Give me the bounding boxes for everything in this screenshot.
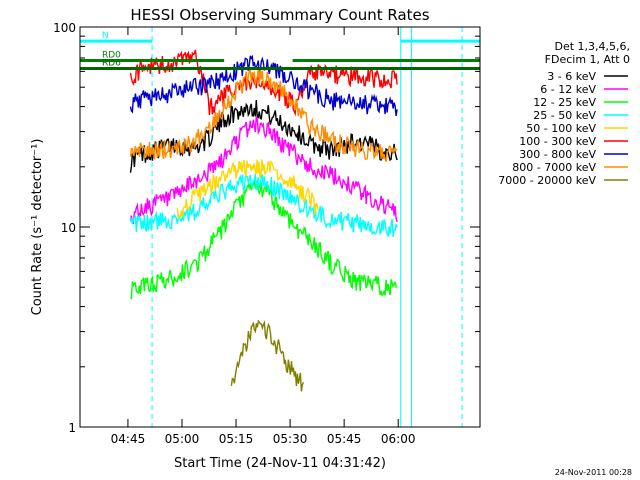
y-tick-label-0: 1: [68, 421, 76, 435]
legend-header-line-1: Det 1,3,4,5,6,: [554, 40, 630, 53]
series-800-7000-kev: [129, 68, 398, 162]
series-50-100-kev: [176, 159, 319, 220]
x-axis-label: Start Time (24-Nov-11 04:31:42): [174, 456, 386, 471]
series-300-800-kev: [129, 54, 398, 117]
legend-label-300-800-kev: 300 - 800 keV: [519, 148, 596, 161]
x-tick-label-1: 05:00: [165, 432, 200, 446]
series-6-12-kev: [129, 116, 398, 225]
flag-n-label: N: [102, 31, 109, 41]
legend-label-3-6-kev: 3 - 6 keV: [547, 70, 596, 83]
y-tick-label-2: 100: [53, 21, 76, 35]
legend-label-100-300-kev: 100 - 300 keV: [519, 135, 596, 148]
x-tick-label-5: 06:00: [381, 432, 416, 446]
flag-rd6-label: RD6: [102, 59, 121, 69]
legend-label-50-100-kev: 50 - 100 keV: [526, 122, 596, 135]
footer-date: 24-Nov-2011 00:28: [555, 468, 632, 477]
legend-label-7000-20000-kev: 7000 - 20000 keV: [498, 174, 596, 187]
x-tick-label-4: 05:45: [327, 432, 362, 446]
y-tick-label-1: 10: [61, 221, 76, 235]
legend-label-6-12-kev: 6 - 12 keV: [540, 83, 596, 96]
legend-label-12-25-kev: 12 - 25 keV: [533, 96, 596, 109]
series-7000-20000-kev: [230, 319, 305, 392]
y-axis-label: Count Rate (s⁻¹ detector⁻¹): [30, 139, 45, 316]
legend-label-800-7000-kev: 800 - 7000 keV: [512, 161, 596, 174]
legend-label-25-50-kev: 25 - 50 keV: [533, 109, 596, 122]
legend-header-line-2: FDecim 1, Att 0: [545, 53, 630, 66]
series-3-6-kev: [129, 99, 398, 173]
chart-title: HESSI Observing Summary Count Rates: [130, 6, 429, 24]
x-tick-label-3: 05:30: [273, 432, 308, 446]
flag-rd0-label: RD0: [102, 50, 121, 60]
legend: Det 1,3,4,5,6, FDecim 1, Att 0 3 - 6 keV…: [498, 40, 630, 187]
x-tick-label-2: 05:15: [219, 432, 254, 446]
x-tick-label-0: 04:45: [111, 432, 146, 446]
axes: 04:45 05:00 05:15 05:30 05:45 06:00 1 10 100: [53, 21, 480, 446]
series-12-25-kev: [129, 180, 398, 301]
series-25-50-kev: [129, 172, 398, 237]
